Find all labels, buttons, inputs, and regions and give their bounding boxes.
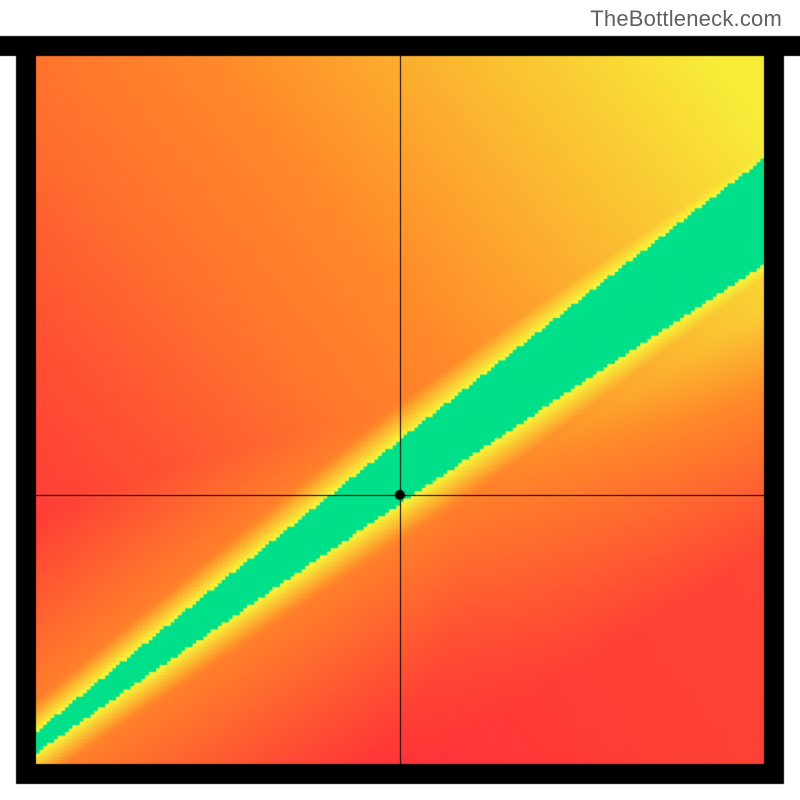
heatmap-canvas	[0, 0, 800, 800]
watermark-text: TheBottleneck.com	[590, 6, 782, 32]
chart-container: TheBottleneck.com	[0, 0, 800, 800]
